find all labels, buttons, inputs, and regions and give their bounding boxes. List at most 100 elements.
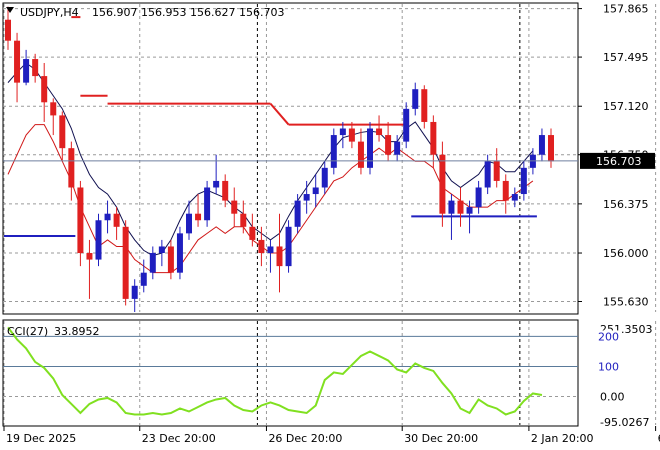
candle — [77, 180, 84, 267]
candle — [357, 128, 364, 175]
cci-value: 33.8952 — [54, 325, 100, 338]
price-axis: 157.865157.495157.120156.750156.375156.0… — [578, 3, 649, 309]
candle-body — [448, 200, 455, 214]
candle — [249, 213, 256, 247]
candle-body — [195, 213, 202, 221]
candle — [457, 187, 464, 227]
candle — [502, 174, 509, 214]
price-badge-bg — [580, 152, 655, 169]
price-tick-label: 157.865 — [603, 3, 649, 16]
candle — [294, 194, 301, 234]
candle — [195, 194, 202, 227]
symbol-label: USDJPY,H4 — [20, 6, 79, 19]
candle-body — [32, 59, 39, 77]
candle-body — [50, 102, 57, 116]
candle-body — [367, 128, 373, 168]
candle-body — [421, 89, 428, 122]
candle-body — [14, 40, 21, 83]
candle — [367, 121, 373, 175]
candle — [330, 128, 337, 175]
candle-body — [394, 141, 401, 155]
candle-body — [249, 226, 256, 240]
price-tick-label: 157.120 — [603, 100, 649, 113]
cci-tick-label: 200 — [598, 330, 619, 343]
candle-body — [41, 76, 48, 103]
candle-body — [167, 246, 174, 273]
candle — [240, 200, 247, 234]
candle — [285, 220, 292, 273]
trailing-stop-segment — [269, 102, 290, 126]
candle-body — [149, 253, 156, 273]
candle — [204, 180, 211, 227]
candle-body — [77, 187, 84, 254]
trailing-stop-line — [71, 16, 407, 126]
candle — [59, 111, 66, 162]
price-tick-label: 155.630 — [603, 296, 649, 309]
candle — [394, 135, 401, 162]
price-tick-label: 156.375 — [603, 198, 649, 211]
candle-body — [59, 115, 66, 149]
candle — [376, 115, 383, 142]
candle-body — [213, 180, 220, 188]
candle-body — [439, 154, 446, 214]
candle — [131, 279, 138, 312]
time-tick-label: 19 Dec 2025 — [6, 432, 76, 445]
candle-body — [5, 19, 11, 41]
candle — [339, 121, 346, 149]
candle — [186, 200, 192, 240]
candle-body — [475, 187, 482, 208]
candle-body — [357, 141, 364, 168]
candle-body — [412, 89, 419, 109]
candle — [520, 161, 527, 201]
collapse-triangle-icon[interactable] — [6, 7, 14, 13]
candle-body — [285, 226, 292, 267]
candle — [104, 200, 111, 234]
candle — [475, 180, 482, 214]
last-price-badge: 156.703 — [580, 152, 655, 169]
candle — [5, 6, 11, 50]
candle-body — [403, 108, 410, 142]
candle-body — [158, 246, 165, 254]
candle — [430, 115, 437, 168]
candle — [122, 220, 129, 306]
time-tick-label: 2 Jan 20:00 — [531, 432, 594, 445]
candle-body — [186, 213, 192, 234]
cci-levels — [3, 335, 578, 397]
candle — [41, 62, 48, 122]
candle — [267, 239, 274, 273]
candle-body — [104, 213, 111, 221]
candle — [32, 53, 39, 83]
time-tick-label: 23 Dec 20:00 — [142, 432, 216, 445]
candle-body — [23, 59, 30, 83]
price-badge-text: 156.703 — [596, 155, 642, 168]
cci-tick-label: 0.00 — [600, 390, 625, 403]
candle — [439, 141, 446, 227]
candle — [276, 213, 283, 293]
candle-body — [294, 200, 301, 227]
cci-pane: CCI(27) 33.8952 — [2, 319, 657, 427]
candle — [312, 174, 319, 208]
candle — [14, 32, 21, 103]
price-tick-label: 157.495 — [603, 51, 649, 64]
candle-body — [222, 180, 229, 201]
candle-body — [86, 253, 93, 260]
candle-body — [267, 246, 274, 254]
cci-pane-frame — [2, 319, 579, 427]
candle — [466, 200, 473, 234]
ohlc-readout: 156.907 156.953 156.627 156.703 — [92, 6, 284, 19]
candle-body — [95, 220, 102, 260]
candle-body — [231, 200, 238, 214]
candle — [222, 174, 229, 208]
candle-body — [457, 200, 464, 214]
candle — [385, 121, 392, 162]
candle-body — [204, 187, 211, 221]
cci-tick-label: 100 — [598, 360, 619, 373]
time-tick-label: 26 Dec 20:00 — [268, 432, 342, 445]
candle — [258, 226, 265, 267]
price-pane: USDJPY,H4 156.907 156.953 156.627 156.70… — [2, 2, 657, 315]
cci-line — [7, 326, 543, 416]
time-tick-label: 30 Dec 20:00 — [404, 432, 478, 445]
candle — [348, 121, 355, 149]
